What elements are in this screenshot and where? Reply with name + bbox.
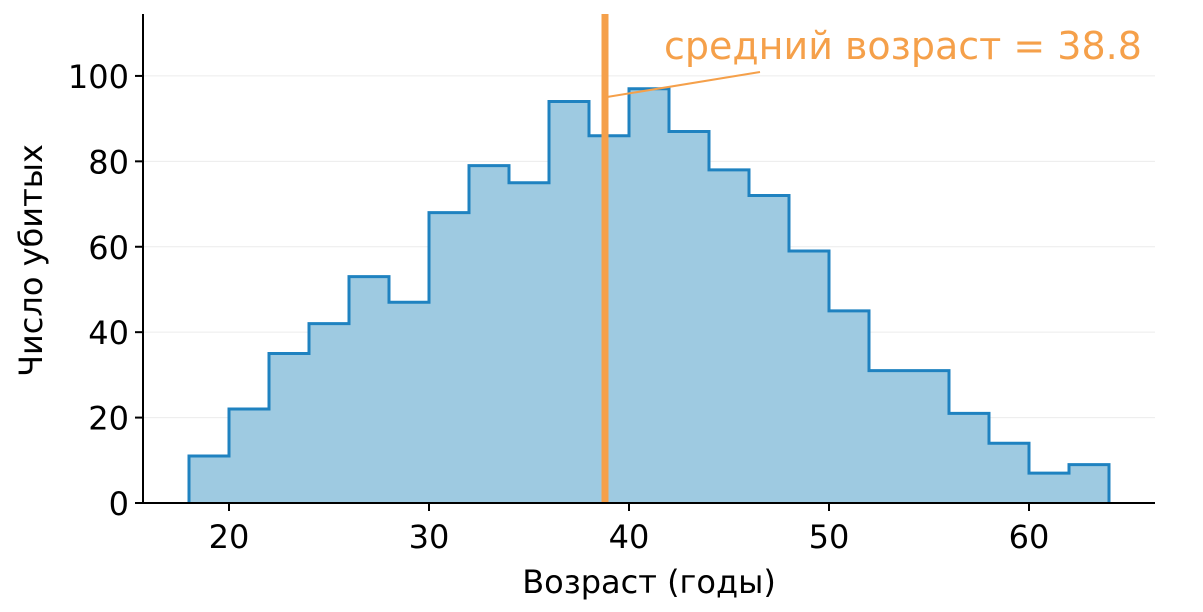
x-tick-label: 50 [809,518,850,556]
axes [142,14,1155,504]
annotation-arrow [606,71,761,98]
x-tick-label: 40 [609,518,650,556]
x-tick-label: 20 [209,518,250,556]
y-tick-label: 100 [68,58,129,96]
x-tick-label: 30 [409,518,450,556]
y-tick-label: 0 [109,485,129,523]
y-axis-label: Число убитых [12,144,50,377]
x-tick-label: 60 [1009,518,1050,556]
mean-age-annotation: средний возраст = 38.8 [664,24,1142,68]
histogram-outline [187,87,1111,503]
x-axis-ticks: 20 30 40 50 60 [209,503,1050,556]
y-tick-label: 60 [88,229,129,267]
y-axis-ticks: 0 20 40 60 80 100 [68,58,143,523]
y-tick-label: 40 [88,314,129,352]
histogram-fill [189,88,1109,504]
x-axis-label: Возраст (годы) [522,563,776,601]
y-tick-label: 20 [88,400,129,438]
y-tick-label: 80 [88,143,129,181]
